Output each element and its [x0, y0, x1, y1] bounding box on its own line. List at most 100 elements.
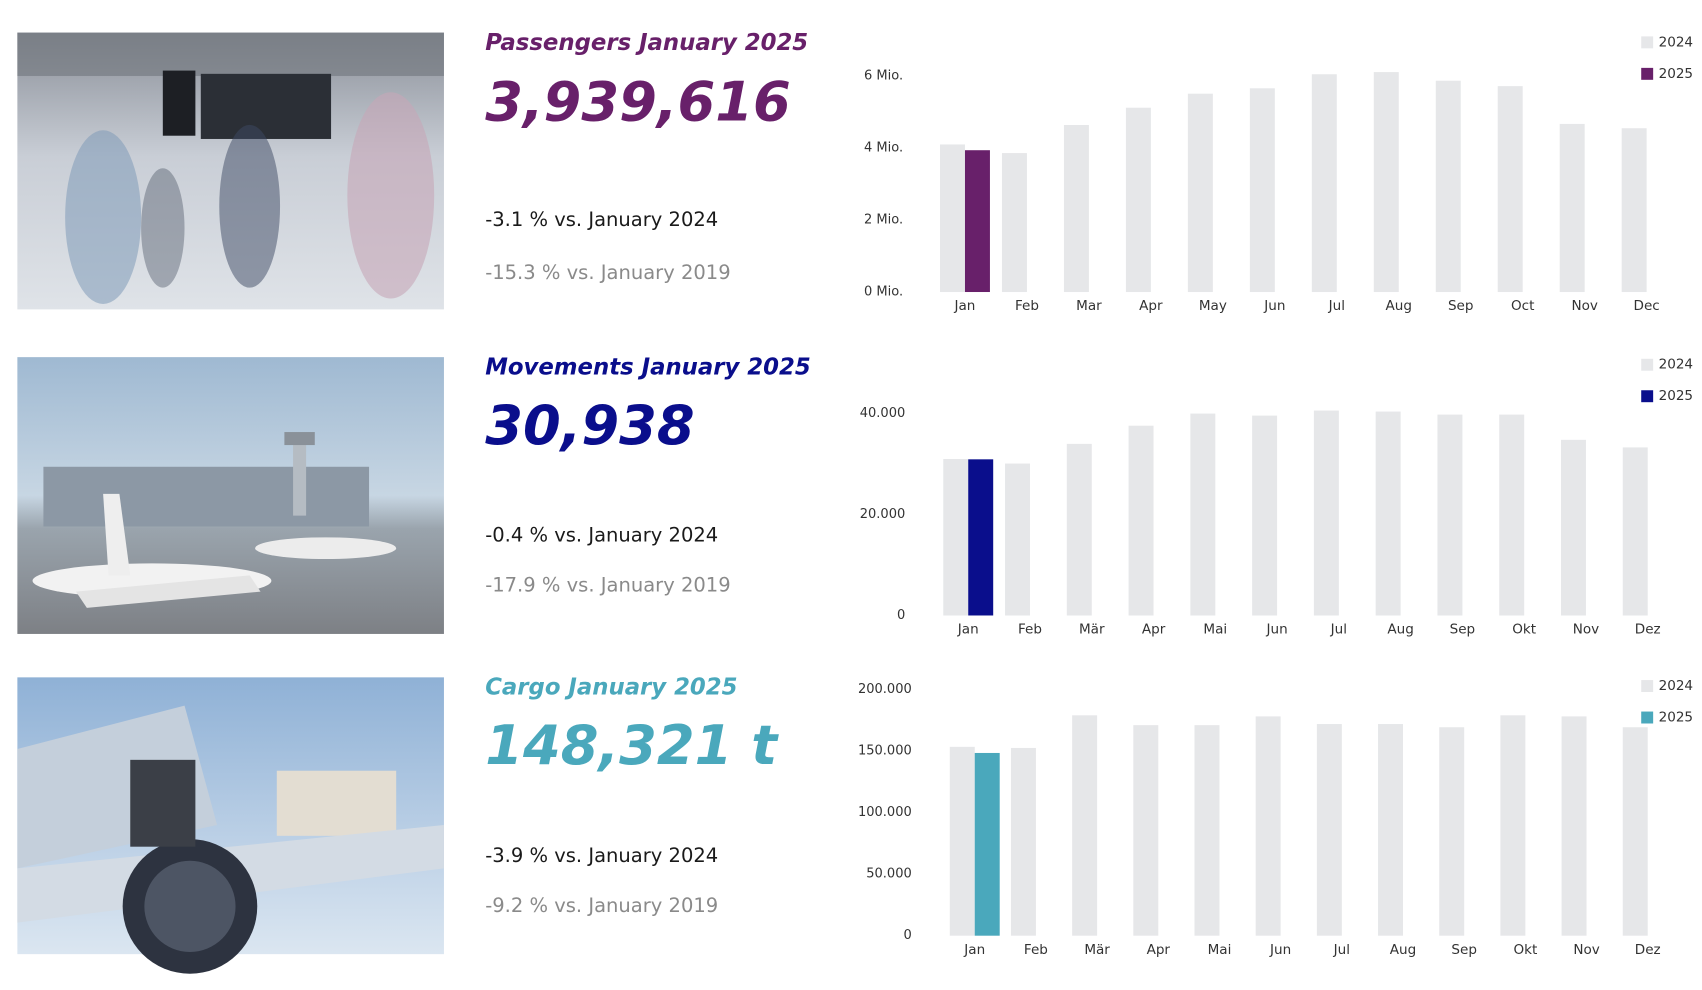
kpi-vs-2019: -9.2 % vs. January 2019 [485, 894, 718, 917]
bar [968, 459, 994, 616]
y-tick-label: 0 Mio. [864, 285, 903, 300]
bar [1499, 414, 1525, 616]
bar [1187, 93, 1213, 293]
bar [1010, 747, 1036, 936]
x-tick-label: Jan [963, 942, 985, 958]
bar [1194, 725, 1220, 936]
bar-chart: 0 Mio. 2 Mio. 4 Mio. 6 Mio. Jan Feb Mar Apr May J… [864, 34, 1693, 314]
bar [1560, 439, 1586, 616]
bar [1066, 443, 1092, 616]
legend-label: 2024 [1659, 34, 1693, 50]
legend-swatch [1641, 390, 1654, 403]
y-tick-label: 0 [897, 608, 905, 623]
bar [1190, 413, 1216, 616]
kpi-value: 3,939,616 [485, 70, 791, 133]
x-tick-label: Mär [1079, 622, 1105, 638]
bar [1063, 125, 1089, 293]
x-tick-label: Feb [1018, 622, 1042, 638]
photo-cargo [17, 677, 444, 974]
x-tick-label: Aug [1387, 622, 1413, 638]
legend-swatch [1641, 358, 1654, 371]
kpi-vs-2019: -15.3 % vs. January 2019 [485, 261, 730, 284]
x-tick-label: Nov [1571, 298, 1597, 314]
bar [1437, 414, 1463, 616]
x-tick-label: Jun [1269, 942, 1291, 958]
bar [1313, 410, 1339, 616]
kpi-vs-prev: -3.1 % vs. January 2024 [485, 208, 718, 231]
legend-swatch [1641, 680, 1654, 693]
bar [1497, 86, 1523, 293]
bar [1375, 411, 1401, 616]
bar [1128, 425, 1154, 616]
x-tick-label: Dez [1635, 942, 1661, 958]
x-tick-label: Jul [1330, 622, 1347, 638]
y-tick-label: 150.000 [858, 743, 912, 758]
x-tick-label: Aug [1386, 298, 1412, 314]
x-tick-label: Feb [1015, 298, 1039, 314]
bar-chart: 0 20.000 40.000 Jan Feb Mär Apr Mai Jun Jul Aug Sep… [860, 357, 1693, 638]
legend-label: 2025 [1659, 388, 1693, 404]
x-tick-label: Apr [1142, 622, 1166, 638]
bar [1125, 107, 1151, 293]
legend-swatch [1641, 36, 1654, 49]
bar [1439, 727, 1465, 936]
kpi-title: Cargo January 2025 [485, 675, 737, 701]
bar [964, 150, 990, 293]
legend-swatch [1641, 711, 1654, 724]
x-tick-label: Jan [954, 298, 976, 314]
x-tick-label: Feb [1024, 942, 1048, 958]
legend-label: 2024 [1659, 678, 1693, 694]
kpi-title: Passengers January 2025 [485, 30, 808, 56]
x-tick-label: Oct [1511, 298, 1534, 314]
y-tick-label: 2 Mio. [864, 213, 903, 228]
bar [1622, 447, 1648, 616]
x-tick-label: Mai [1203, 622, 1227, 638]
x-tick-label: Nov [1573, 622, 1599, 638]
bar-chart: 0 50.000 100.000 150.000 200.000 Jan Feb Mär Apr… [858, 678, 1693, 958]
bar [974, 752, 1000, 936]
kpi-value: 30,938 [485, 394, 694, 457]
bar [1133, 725, 1159, 936]
bar [1435, 80, 1461, 293]
y-tick-label: 40.000 [860, 406, 906, 421]
x-tick-label: Dez [1635, 622, 1661, 638]
x-tick-label: Okt [1513, 942, 1537, 958]
x-tick-label: Nov [1573, 942, 1599, 958]
x-tick-label: Mar [1076, 298, 1102, 314]
x-tick-label: Apr [1139, 298, 1163, 314]
bar [1001, 153, 1027, 293]
bar [1561, 716, 1587, 936]
bar [1316, 724, 1342, 936]
x-tick-label: Aug [1390, 942, 1416, 958]
x-tick-label: Mai [1208, 942, 1232, 958]
bar [949, 746, 975, 936]
legend-label: 2024 [1659, 357, 1693, 373]
bar [1373, 72, 1399, 293]
x-tick-label: Sep [1450, 622, 1476, 638]
legend-label: 2025 [1659, 710, 1693, 726]
legend-swatch [1641, 67, 1654, 80]
x-tick-label: Apr [1147, 942, 1171, 958]
x-tick-label: Jul [1333, 942, 1350, 958]
y-tick-label: 200.000 [858, 682, 912, 697]
photo-apron [17, 357, 444, 634]
bar [1559, 123, 1585, 293]
bar [1249, 88, 1275, 293]
x-tick-label: Dec [1634, 298, 1660, 314]
legend-label: 2025 [1659, 66, 1693, 82]
x-tick-label: Okt [1512, 622, 1536, 638]
y-tick-label: 6 Mio. [864, 69, 903, 84]
kpi-movements: Movements January 2025 30,938 -0.4 % vs.… [485, 355, 811, 597]
bar [1005, 463, 1031, 616]
kpi-title: Movements January 2025 [485, 355, 811, 381]
x-tick-label: Jul [1328, 298, 1345, 314]
x-tick-label: Mär [1084, 942, 1110, 958]
x-tick-label: Jun [1263, 298, 1285, 314]
kpi-vs-prev: -0.4 % vs. January 2024 [485, 524, 718, 547]
kpi-vs-prev: -3.9 % vs. January 2024 [485, 844, 718, 867]
kpi-value: 148,321 t [485, 714, 779, 777]
kpi-passengers: Passengers January 2025 3,939,616 -3.1 %… [485, 30, 808, 284]
x-tick-label: Jan [957, 622, 979, 638]
x-tick-label: Jun [1266, 622, 1288, 638]
